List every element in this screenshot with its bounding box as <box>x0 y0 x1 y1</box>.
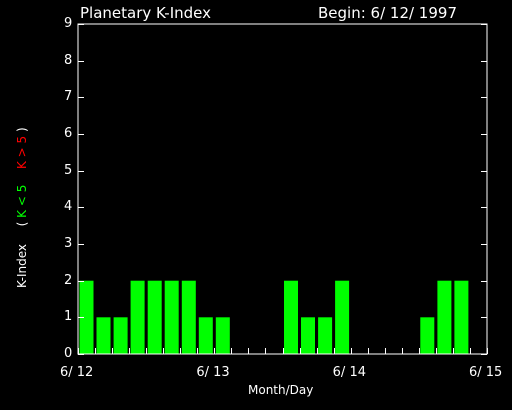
chart-subtitle: Begin: 6/ 12/ 1997 <box>318 4 457 22</box>
bar <box>454 280 469 354</box>
bar <box>420 317 435 354</box>
y-tick-label: 6 <box>64 126 73 141</box>
bar <box>301 317 315 354</box>
y-tick-label: 4 <box>64 199 73 215</box>
y-tick-label: 9 <box>64 16 73 31</box>
y-axis-label-low: K < 5 <box>15 184 29 218</box>
x-tick-label: 6/ 14 <box>332 365 366 380</box>
bars-group <box>79 280 469 354</box>
bar <box>164 280 179 354</box>
x-tick-label: 6/ 12 <box>60 365 94 380</box>
bar <box>437 280 452 354</box>
y-tick-label: 0 <box>64 346 73 361</box>
y-axis-label-high: K > 5 <box>15 135 29 169</box>
y-tick-label: 1 <box>64 309 73 325</box>
chart-title: Planetary K-Index <box>80 4 211 22</box>
y-axis-label-close: ) <box>15 127 29 132</box>
plot-frame <box>77 23 488 355</box>
bar <box>79 280 94 354</box>
y-tick-label: 3 <box>64 236 73 251</box>
y-tick-label: 2 <box>64 272 73 288</box>
x-tick-label: 6/ 15 <box>469 365 503 380</box>
bar <box>215 317 230 354</box>
bar <box>198 317 213 354</box>
bar <box>318 317 333 354</box>
x-axis-label: Month/Day <box>248 383 314 397</box>
ticks-group <box>78 24 488 355</box>
y-axis-label: K-Index ( K < 5 K > 5 ) <box>15 127 29 288</box>
bar <box>96 317 111 354</box>
y-axis-label-base: K-Index <box>15 244 29 288</box>
bar <box>335 280 350 354</box>
y-tick-label: 8 <box>64 52 73 68</box>
y-tick-label: 5 <box>64 162 73 178</box>
y-tick-label: 7 <box>64 89 73 105</box>
bar <box>284 280 298 354</box>
bar <box>147 280 162 354</box>
bar <box>113 317 128 354</box>
bar <box>130 280 145 354</box>
y-axis-label-open: ( <box>15 221 29 227</box>
x-tick-label: 6/ 13 <box>196 365 230 380</box>
bar <box>181 280 196 354</box>
